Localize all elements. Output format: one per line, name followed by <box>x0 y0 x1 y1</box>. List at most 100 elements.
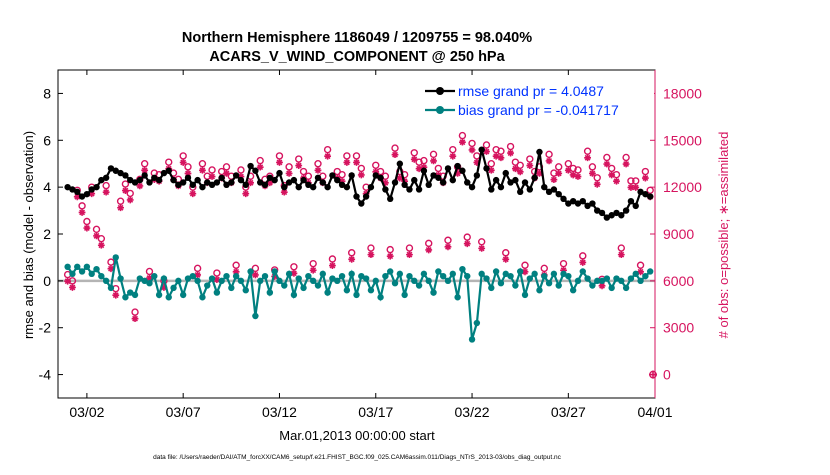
obs-assimilated-marker <box>613 177 620 185</box>
obs-assimilated-marker <box>117 204 124 212</box>
rmse-marker <box>324 183 331 191</box>
obs-assimilated-marker <box>617 251 625 259</box>
obs-possible-marker <box>213 269 221 277</box>
obs-assimilated-marker <box>463 240 471 248</box>
obs-possible-marker <box>607 164 616 173</box>
x-tick-label: 03/27 <box>551 404 586 420</box>
bias-marker <box>151 272 158 280</box>
bias-marker <box>266 289 274 296</box>
rmse-marker <box>93 183 100 191</box>
bias-marker <box>497 280 505 287</box>
rmse-marker <box>594 207 601 214</box>
obs-assimilated-marker <box>526 162 534 169</box>
rmse-marker <box>507 179 514 186</box>
obs-assimilated-marker <box>131 315 139 323</box>
obs-assimilated-marker <box>589 170 596 177</box>
obs-assimilated-marker <box>122 187 129 194</box>
obs-assimilated-marker <box>391 151 399 159</box>
obs-assimilated-marker <box>141 166 149 174</box>
bias-marker <box>579 268 586 275</box>
y-left-tick-label: 2 <box>43 226 51 242</box>
bias-marker <box>127 289 134 296</box>
bias-marker <box>594 277 601 285</box>
rmse-marker <box>213 179 221 186</box>
obs-assimilated-marker <box>285 170 293 177</box>
rmse-marker <box>627 198 635 205</box>
obs-assimilated-marker <box>324 152 332 160</box>
rmse-marker <box>88 186 95 193</box>
rmse-marker <box>545 188 553 196</box>
obs-assimilated-marker <box>386 252 394 260</box>
bias-marker <box>516 268 524 275</box>
obs-assimilated-marker <box>353 159 360 166</box>
rmse-marker <box>290 176 298 184</box>
rmse-marker <box>483 165 490 172</box>
obs-assimilated-marker <box>64 277 72 285</box>
obs-assimilated-marker <box>242 190 250 198</box>
bias-marker <box>521 291 529 299</box>
x-tick-label: 03/02 <box>69 404 104 420</box>
bias-marker <box>281 282 288 289</box>
rmse-marker <box>266 174 274 181</box>
rmse-marker <box>189 181 197 188</box>
obs-possible-marker <box>251 264 260 273</box>
rmse-marker <box>223 181 230 188</box>
bias-marker <box>459 265 466 273</box>
rmse-marker <box>646 193 654 200</box>
obs-possible-marker <box>232 261 240 269</box>
rmse-marker <box>257 179 264 186</box>
bias-marker <box>175 277 182 285</box>
obs-possible-marker <box>145 267 154 276</box>
obs-assimilated-marker <box>584 154 591 162</box>
obs-assimilated-marker-last <box>649 370 657 379</box>
obs-assimilated-marker <box>69 284 76 291</box>
rmse-marker <box>179 179 187 186</box>
rmse-marker <box>372 172 379 179</box>
rmse-marker <box>141 172 148 179</box>
rmse-marker <box>420 167 428 174</box>
obs-assimilated-marker <box>641 174 649 182</box>
obs-assimilated-marker <box>372 168 380 176</box>
bias-marker <box>141 277 148 285</box>
bias-marker <box>478 270 485 278</box>
obs-assimilated-marker <box>521 268 529 276</box>
bias-marker <box>309 277 317 285</box>
obs-possible-marker <box>622 153 630 162</box>
rmse-marker <box>632 202 639 210</box>
bias-marker <box>473 319 481 327</box>
rmse-marker <box>415 186 423 193</box>
plot-area: -4 -2 0 2 4 6 8 0 3000 6000 9000 12000 15000 18000 03/… <box>39 69 702 420</box>
rmse-marker <box>155 176 163 184</box>
bias-marker <box>112 254 119 261</box>
legend-bias-marker <box>436 106 444 114</box>
rmse-marker <box>425 181 432 188</box>
rmse-marker <box>348 172 355 179</box>
bias-marker <box>488 284 495 292</box>
x-tick-label: 04/01 <box>637 404 672 420</box>
obs-possible-marker <box>372 161 380 169</box>
obs-assimilated-marker <box>107 265 115 273</box>
obs-assimilated-marker <box>550 176 558 184</box>
rmse-marker <box>459 167 466 174</box>
bias-marker <box>454 294 461 301</box>
bias-marker <box>170 284 177 292</box>
y-left-tick-label: 8 <box>43 85 51 101</box>
obs-possible-marker <box>420 156 428 165</box>
rmse-marker <box>613 209 620 217</box>
rmse-marker <box>261 181 269 188</box>
bias-marker <box>64 263 71 270</box>
obs-assimilated-marker <box>112 291 120 299</box>
rmse-marker <box>165 167 172 174</box>
obs-assimilated-marker <box>295 162 303 169</box>
bias-marker <box>367 287 375 294</box>
rmse-marker <box>541 183 548 191</box>
obs-assimilated-marker <box>637 268 644 276</box>
bias-marker <box>391 280 399 287</box>
bias-marker <box>430 289 437 296</box>
obs-assimilated-marker <box>415 165 423 173</box>
legend-rmse-marker <box>436 87 444 95</box>
obs-possible-marker <box>564 160 573 168</box>
obs-assimilated-marker <box>213 276 221 284</box>
obs-possible-marker <box>612 170 621 179</box>
rmse-marker <box>271 176 278 184</box>
